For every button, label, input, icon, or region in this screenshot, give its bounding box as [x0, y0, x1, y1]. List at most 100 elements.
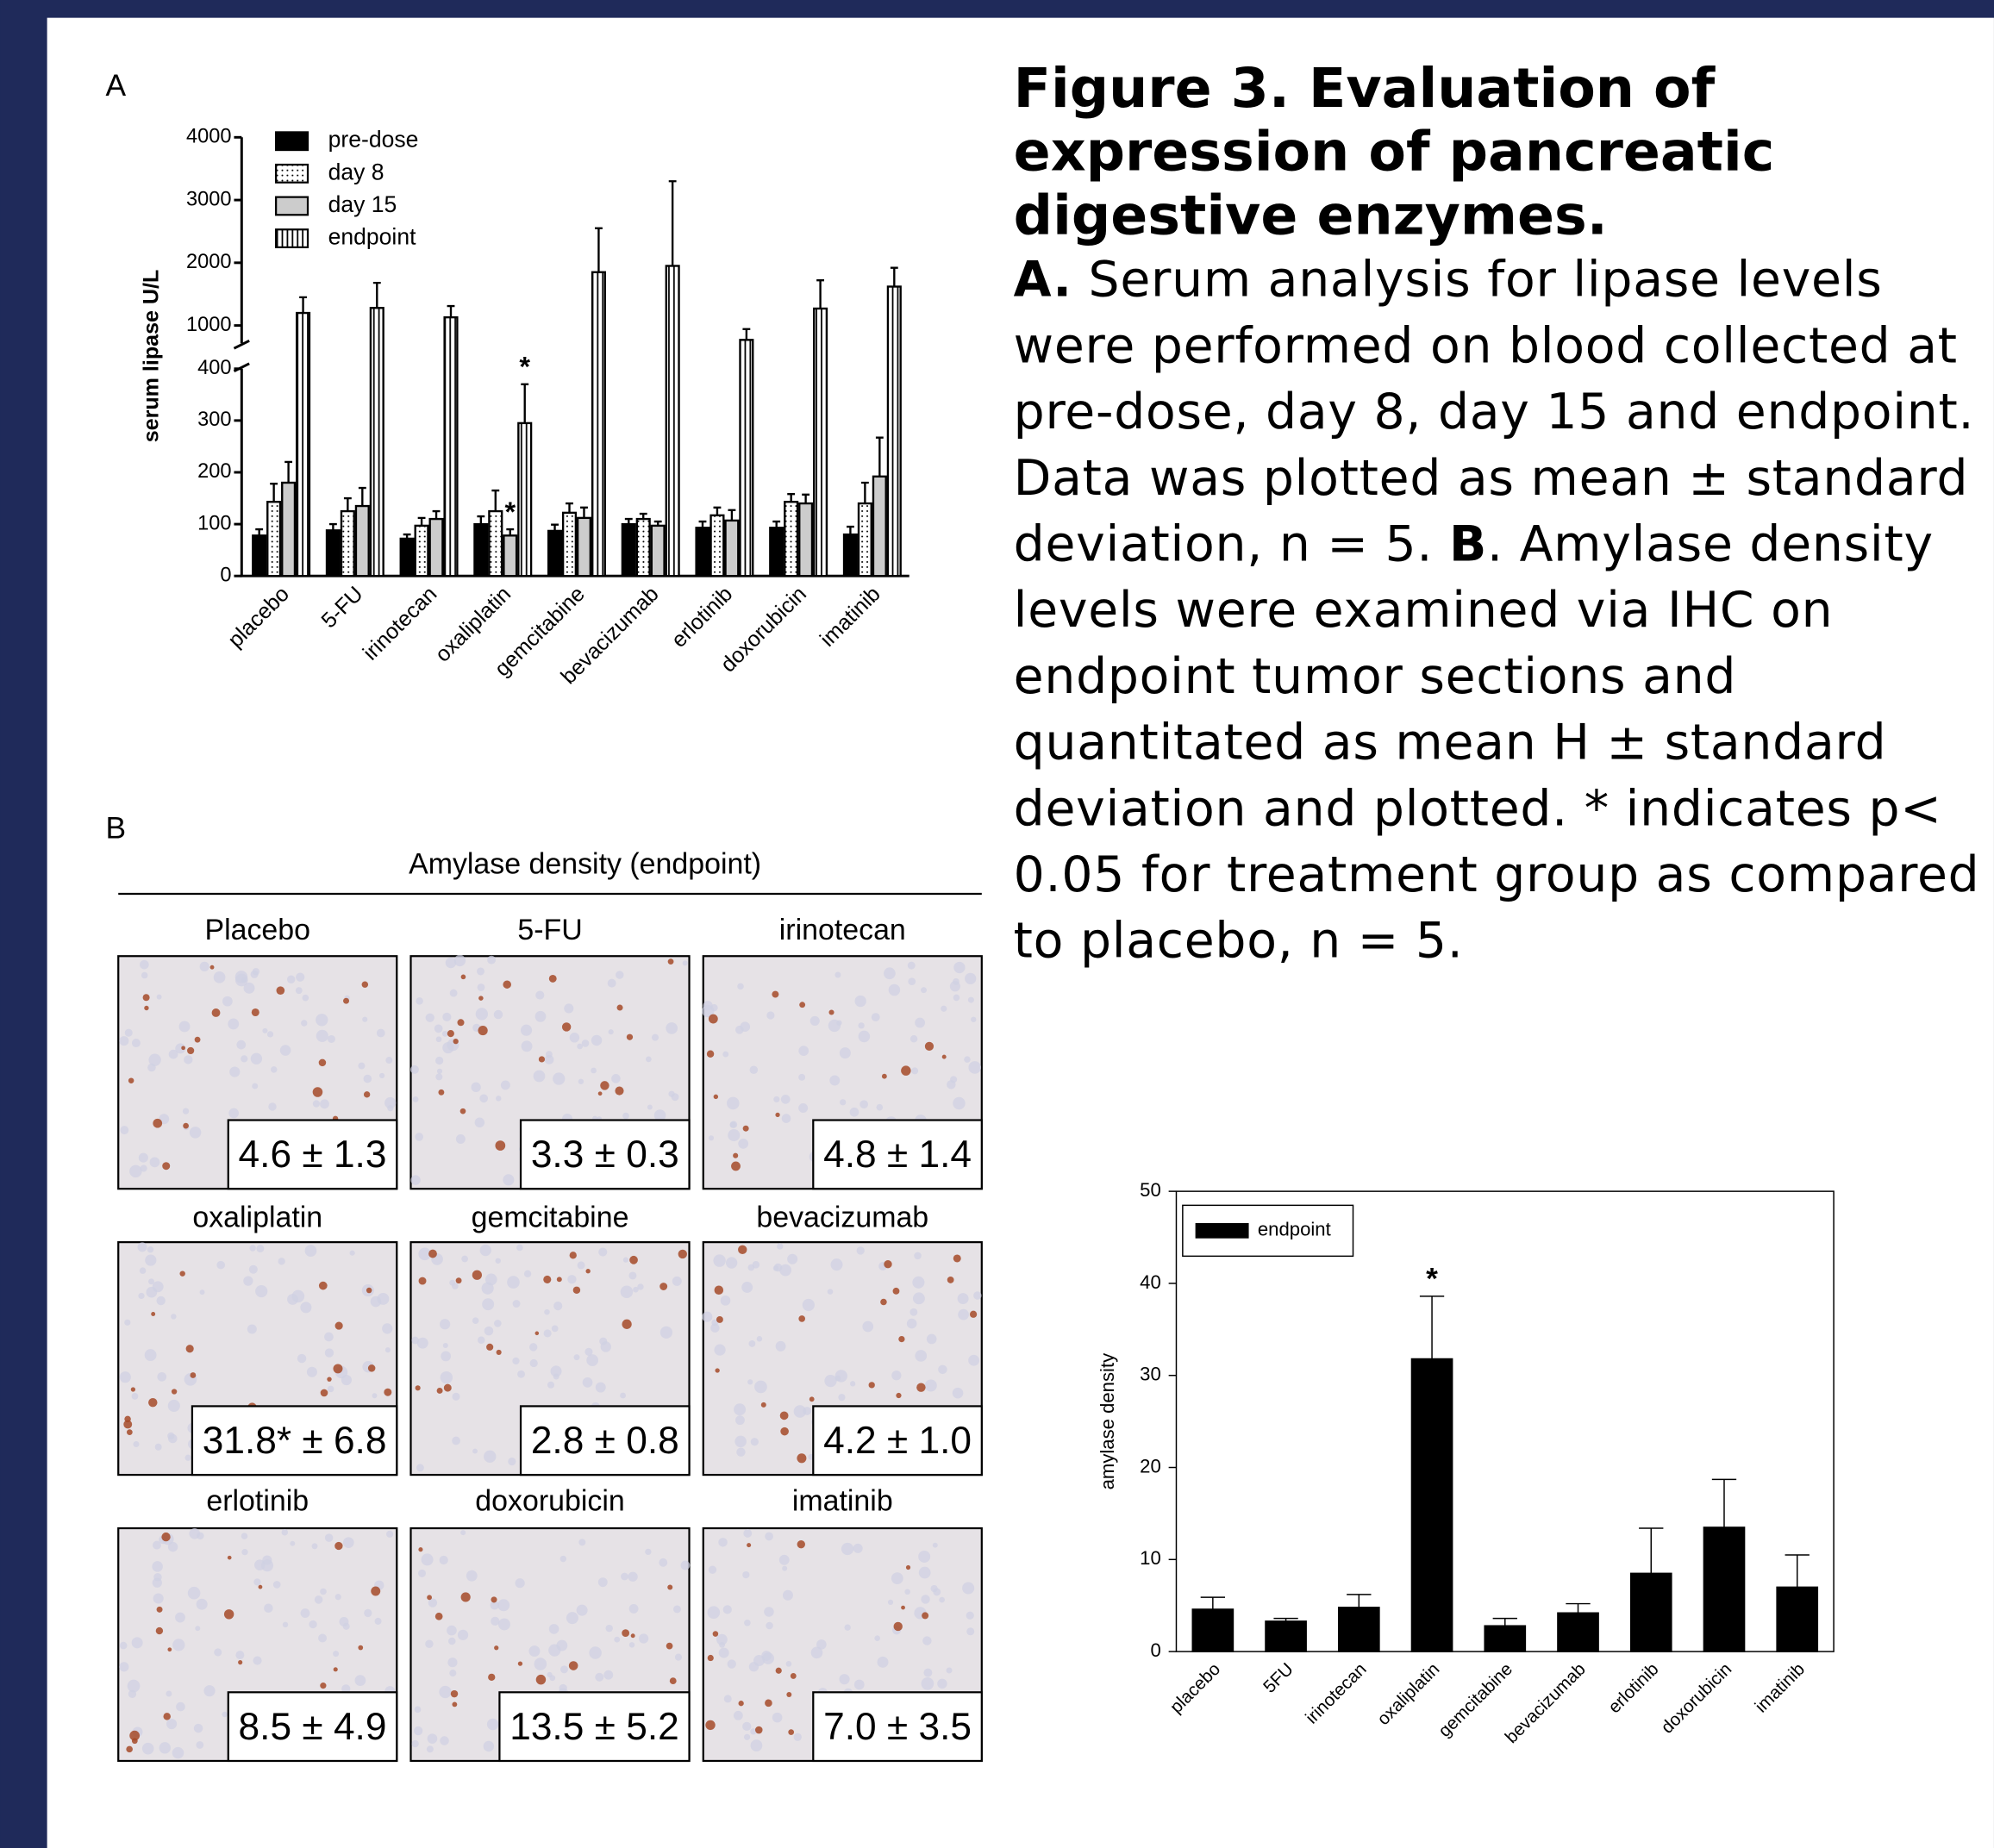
cell-texture	[889, 984, 900, 996]
tile-name: erlotinib	[206, 1484, 309, 1517]
stained-cell	[187, 1047, 194, 1054]
cell-texture	[200, 1289, 205, 1295]
cell-texture	[652, 1034, 659, 1041]
bar	[888, 286, 901, 576]
stained-cell	[334, 1542, 342, 1550]
cell-texture	[328, 1386, 334, 1393]
cell-texture	[859, 1031, 871, 1043]
stained-cell	[494, 1645, 498, 1650]
tile-name: bevacizumab	[756, 1202, 928, 1234]
stained-cell	[191, 1372, 197, 1378]
bar	[401, 539, 414, 576]
cell-texture	[416, 1464, 424, 1471]
cell-texture	[844, 1624, 850, 1630]
cell-texture	[740, 1021, 750, 1032]
stained-cell	[708, 1655, 714, 1661]
stained-cell	[461, 975, 466, 980]
bar	[1703, 1527, 1744, 1651]
cell-texture	[253, 1657, 261, 1665]
bar	[652, 526, 665, 576]
cell-texture	[908, 977, 916, 985]
cell-texture	[828, 1289, 834, 1295]
cell-texture	[153, 1593, 164, 1603]
cell-texture	[497, 1599, 509, 1611]
stained-cell	[715, 1368, 719, 1372]
caption-label: A.	[1014, 252, 1072, 309]
cell-texture	[734, 1403, 746, 1415]
cell-texture	[129, 1165, 141, 1177]
cell-texture	[168, 1400, 180, 1412]
stained-cell	[334, 1667, 338, 1671]
stained-cell	[776, 1668, 782, 1674]
cell-texture	[922, 1636, 931, 1645]
cell-texture	[152, 1561, 163, 1572]
cell-texture	[372, 1393, 378, 1398]
cell-texture	[728, 1129, 740, 1141]
cell-texture	[773, 1096, 779, 1102]
cell-texture	[966, 1612, 974, 1620]
cell-texture	[434, 1025, 443, 1033]
stained-cell	[486, 1344, 493, 1351]
stained-cell	[364, 1091, 370, 1097]
stained-cell	[747, 1543, 751, 1547]
cell-texture	[931, 1585, 938, 1592]
tile-name: imatinib	[792, 1484, 893, 1517]
cell-texture	[452, 1437, 460, 1445]
bar	[563, 513, 576, 576]
cell-texture	[783, 1590, 793, 1601]
cell-texture	[639, 1633, 648, 1643]
cell-texture	[140, 1267, 147, 1274]
cell-texture	[681, 1561, 691, 1570]
cell-texture	[478, 1337, 485, 1345]
cell-texture	[824, 1375, 836, 1387]
tile-value: 31.8* ± 6.8	[203, 1420, 387, 1462]
stained-cell	[131, 1387, 135, 1391]
cell-texture	[472, 1449, 478, 1454]
stained-cell	[156, 1627, 163, 1634]
bar	[740, 340, 753, 576]
cell-texture	[416, 997, 423, 1005]
stained-cell	[882, 1074, 887, 1079]
stained-cell	[497, 1350, 502, 1355]
cell-texture	[779, 1555, 790, 1565]
cell-texture	[503, 1174, 514, 1185]
cell-texture	[707, 1606, 720, 1619]
cell-texture	[138, 1293, 144, 1299]
cell-texture	[183, 1108, 189, 1114]
cell-texture	[387, 1105, 393, 1111]
cell-texture	[450, 990, 458, 997]
cell-texture	[175, 1613, 185, 1623]
y-tick-label: 4000	[186, 126, 232, 148]
stained-cell	[622, 1629, 629, 1637]
cell-texture	[803, 1299, 815, 1311]
cell-texture	[440, 1736, 449, 1745]
cell-texture	[255, 1285, 267, 1297]
cell-texture	[290, 1541, 295, 1546]
cell-texture	[328, 1035, 335, 1043]
cell-texture	[757, 1336, 763, 1342]
cell-texture	[448, 1638, 456, 1645]
cell-texture	[222, 996, 233, 1007]
cell-texture	[713, 1254, 725, 1266]
tile-value: 7.0 ± 3.5	[823, 1706, 972, 1748]
stained-cell	[738, 1246, 747, 1254]
stained-cell	[667, 1584, 672, 1589]
stained-cell	[384, 1389, 391, 1396]
stained-cell	[132, 1738, 138, 1744]
cell-texture	[776, 1341, 786, 1352]
cell-texture	[907, 1319, 917, 1329]
cell-texture	[578, 1539, 585, 1545]
stained-cell	[622, 1320, 631, 1329]
y-tick-label: 30	[1140, 1364, 1161, 1385]
stained-cell	[228, 1556, 232, 1560]
cell-texture	[516, 1245, 523, 1252]
cell-texture	[241, 1533, 248, 1539]
stained-cell	[451, 1690, 458, 1697]
cell-texture	[584, 1348, 592, 1356]
cell-texture	[475, 1118, 485, 1128]
bar	[622, 524, 635, 576]
cell-texture	[243, 1277, 253, 1286]
cell-texture	[545, 1055, 554, 1064]
cell-texture	[553, 1302, 562, 1310]
stained-cell	[427, 1595, 432, 1600]
